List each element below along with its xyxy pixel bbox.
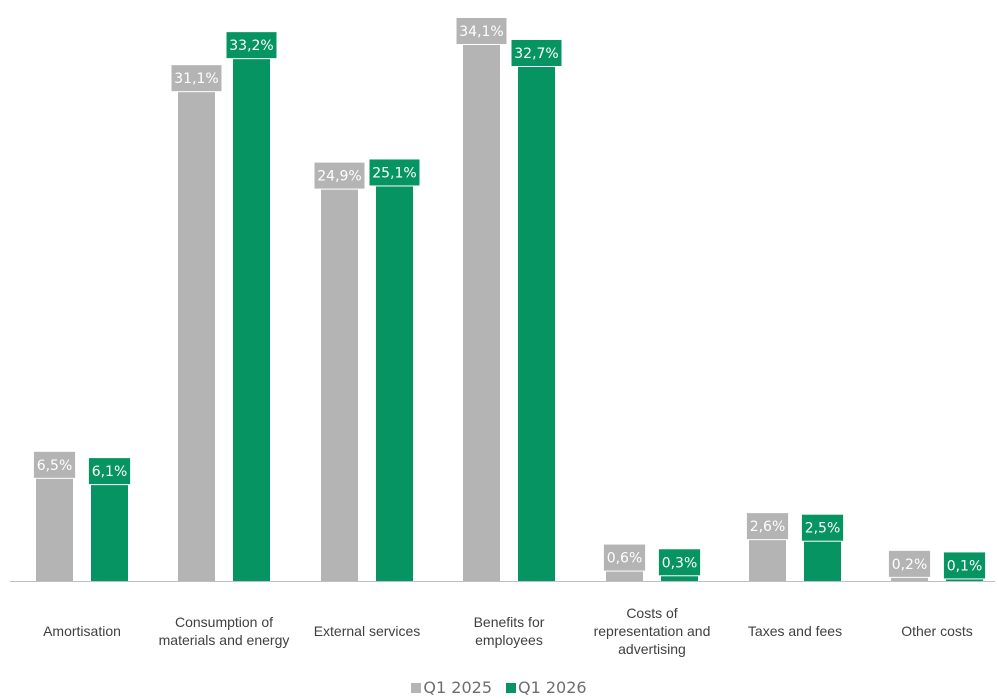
category-label-2: External services: [314, 623, 421, 639]
data-label-q1-2025-0: 6,5%: [37, 458, 73, 474]
legend-item-q1-2026: Q1 2026: [506, 678, 587, 697]
data-label-box-q1-2025-1: [171, 65, 222, 92]
data-label-q1-2025-5: 2,6%: [750, 519, 786, 535]
bar-q1-2025-3: [463, 45, 500, 581]
data-label-q1-2026-3: 32,7%: [514, 46, 558, 62]
data-label-box-q1-2025-0: [33, 451, 76, 478]
data-label-q1-2026-6: 0,1%: [947, 558, 983, 574]
legend-label-q1-2026: Q1 2026: [518, 678, 587, 697]
data-label-q1-2026-5: 2,5%: [805, 521, 841, 537]
bar-q1-2025-4: [606, 571, 643, 581]
data-label-q1-2026-0: 6,1%: [92, 464, 128, 480]
bar-q1-2026-1: [233, 59, 270, 582]
data-label-box-q1-2026-2: [369, 159, 420, 186]
bar-q1-2026-0: [91, 485, 128, 581]
bar-q1-2026-3: [518, 67, 555, 582]
bar-q1-2026-5: [804, 541, 841, 581]
bar-q1-2026-2: [376, 186, 413, 581]
data-label-box-q1-2026-6: [943, 552, 986, 579]
data-label-box-q1-2025-6: [888, 550, 931, 577]
data-label-box-q1-2026-0: [88, 458, 131, 485]
category-label-3: Benefits for employees: [474, 614, 545, 648]
data-label-q1-2026-4: 0,3%: [662, 555, 698, 571]
bar-q1-2025-2: [321, 189, 358, 581]
data-label-q1-2025-2: 24,9%: [317, 169, 361, 185]
data-label-q1-2025-3: 34,1%: [459, 24, 503, 40]
data-label-q1-2025-1: 31,1%: [174, 71, 218, 87]
data-label-q1-2026-2: 25,1%: [372, 165, 416, 181]
bar-chart: 6,5% 6,1% Amortisation 31,1% 33,2% Consumptio…: [10, 18, 995, 657]
category-label-0: Amortisation: [43, 623, 121, 639]
data-label-box-q1-2026-4: [658, 549, 701, 576]
bar-q1-2025-1: [178, 92, 215, 581]
category-label-5: Taxes and fees: [748, 623, 842, 639]
data-label-box-q1-2025-2: [314, 162, 365, 189]
data-label-q1-2025-6: 0,2%: [892, 557, 928, 573]
bar-q1-2025-5: [749, 540, 786, 581]
legend-swatch-q1-2026: [506, 682, 516, 693]
legend: Q1 2025 Q1 2026: [0, 678, 998, 697]
data-label-box-q1-2025-3: [456, 18, 507, 44]
data-label-box-q1-2025-4: [603, 544, 646, 571]
data-label-q1-2026-1: 33,2%: [229, 38, 273, 54]
legend-item-q1-2025: Q1 2025: [411, 678, 492, 697]
data-label-box-q1-2026-1: [226, 32, 277, 59]
category-label-1: Consumption of materials and energy: [159, 614, 290, 648]
bar-q1-2026-6: [946, 579, 983, 581]
legend-label-q1-2025: Q1 2025: [423, 678, 492, 697]
bar-q1-2025-0: [36, 478, 73, 581]
category-label-4: Costs of representation and advertising: [594, 605, 711, 657]
category-label-6: Other costs: [901, 623, 973, 639]
bar-q1-2025-6: [891, 577, 928, 581]
legend-swatch-q1-2025: [411, 682, 422, 693]
data-label-box-q1-2026-3: [511, 40, 562, 67]
data-label-box-q1-2026-5: [801, 514, 844, 541]
data-label-q1-2025-4: 0,6%: [607, 551, 643, 567]
data-label-box-q1-2025-5: [746, 513, 789, 540]
bar-q1-2026-4: [661, 576, 698, 581]
